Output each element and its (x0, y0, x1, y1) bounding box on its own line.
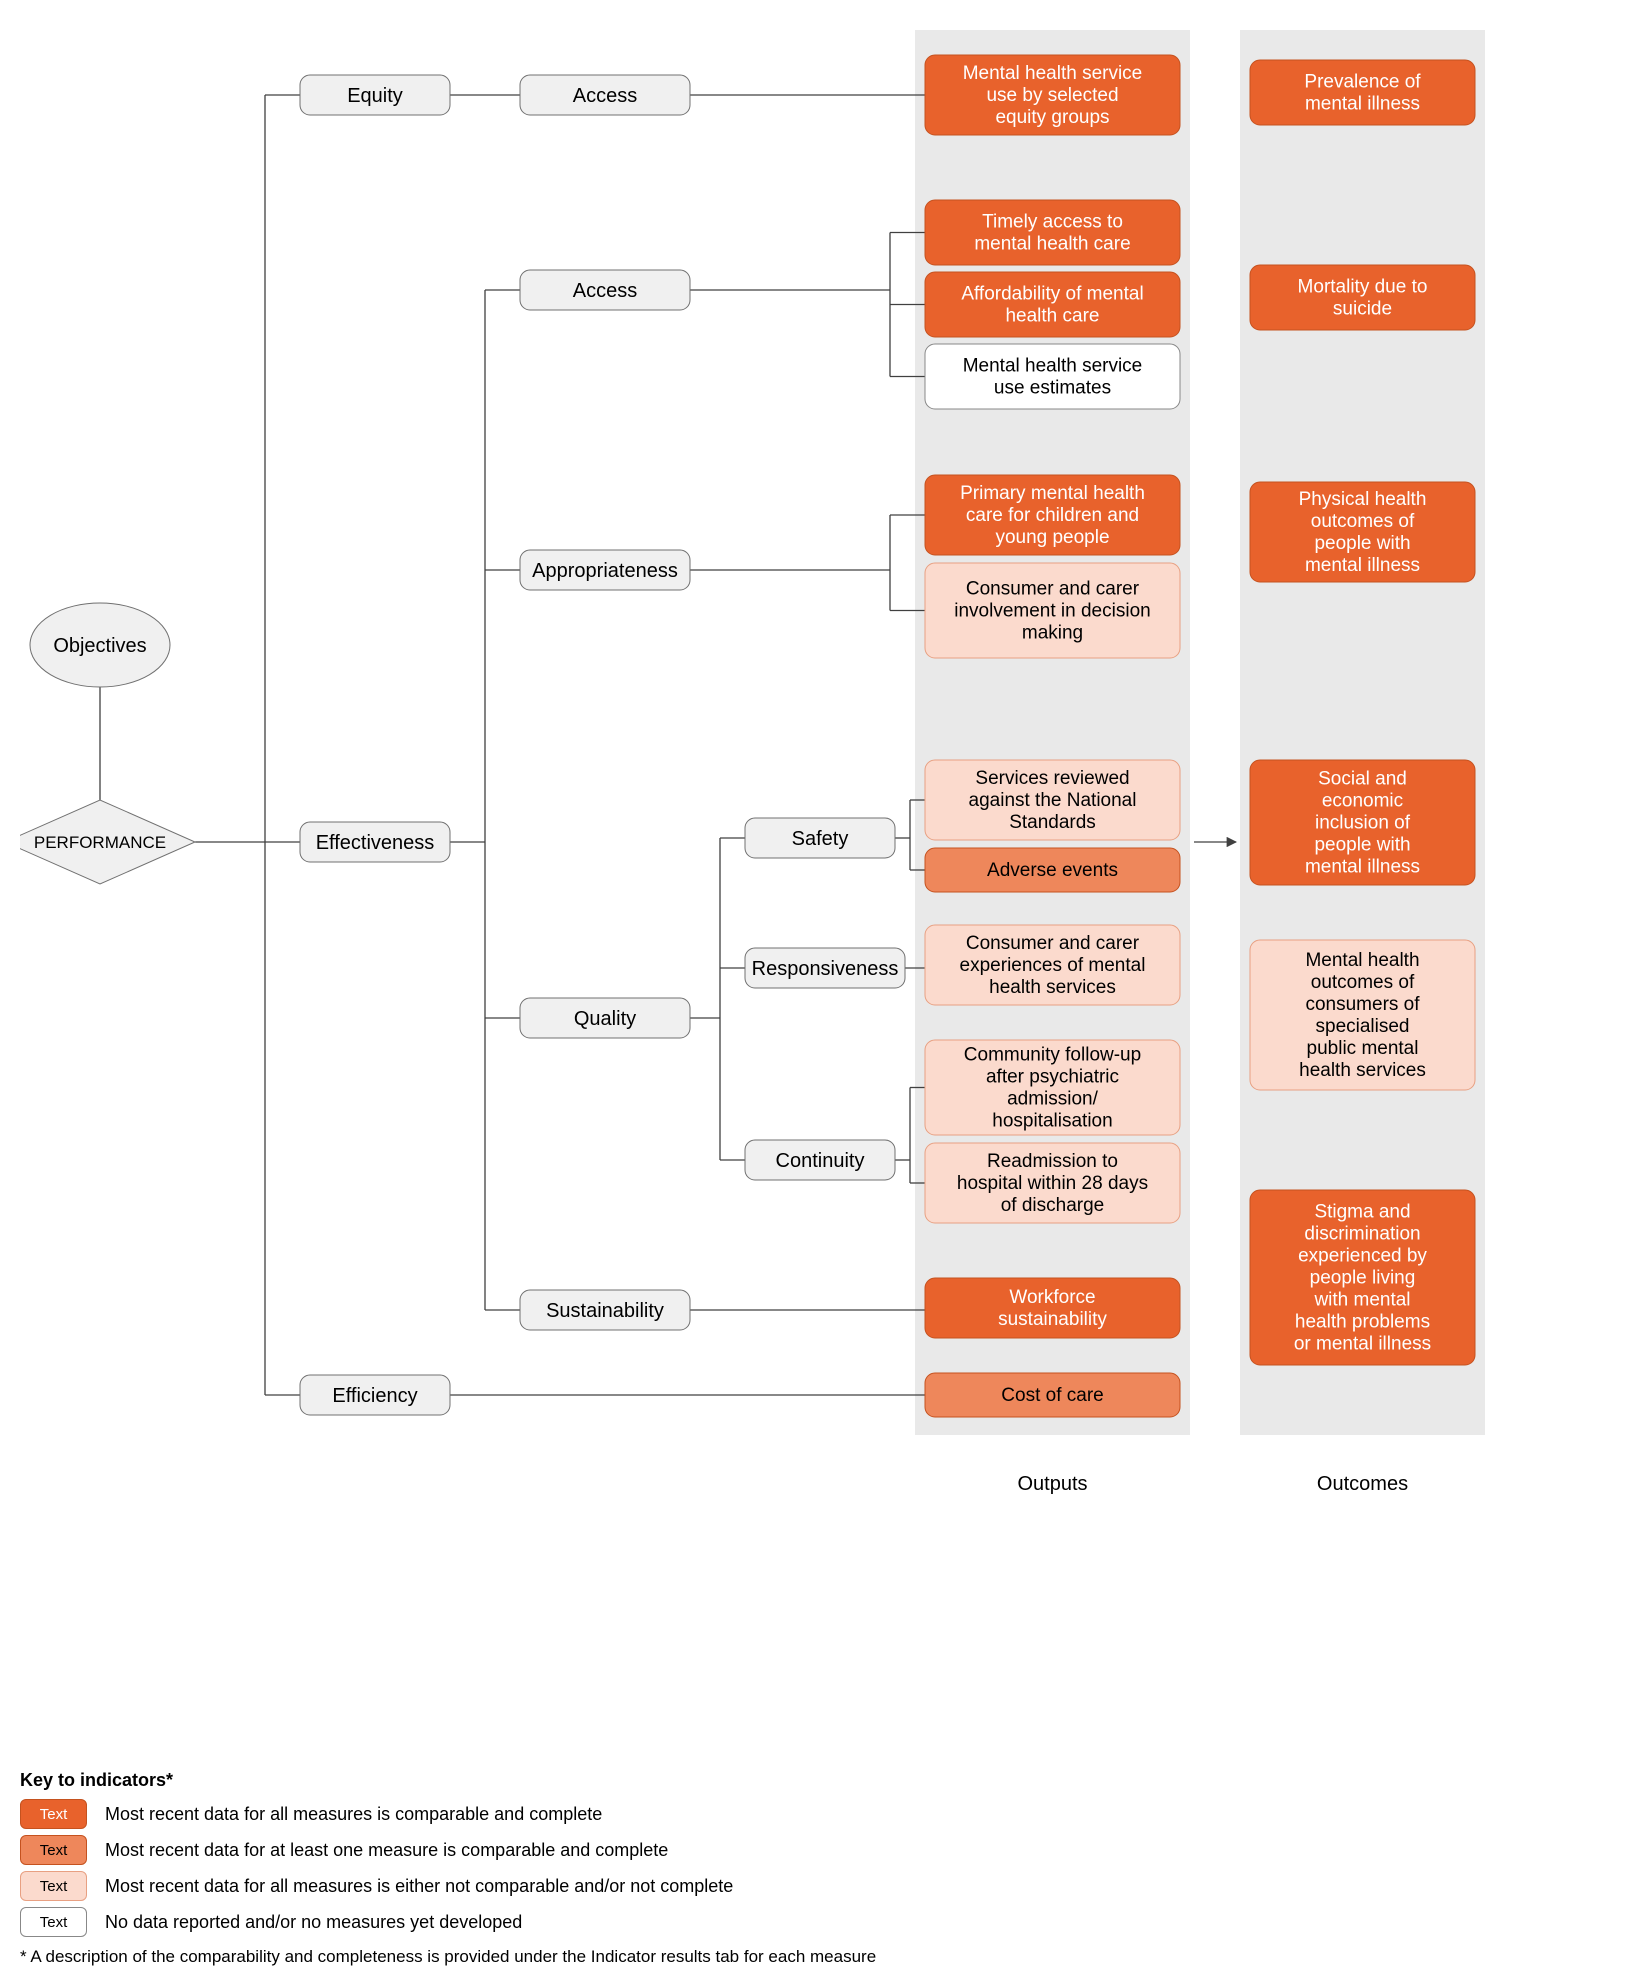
svg-text:Continuity: Continuity (776, 1150, 865, 1172)
effectiveness-node: Effectiveness (300, 822, 450, 862)
svg-text:Adverse events: Adverse events (987, 860, 1118, 881)
legend-row: Text Most recent data for all measures is… (20, 1799, 1616, 1829)
svg-text:Stigma anddiscriminationexperi: Stigma anddiscriminationexperienced bype… (1294, 1202, 1431, 1355)
efficiency-node: Efficiency (300, 1375, 450, 1415)
legend-footnote: * A description of the comparability and… (20, 1947, 1616, 1967)
legend-row: Text Most recent data for all measures is… (20, 1871, 1616, 1901)
outcome-c4: Social andeconomicinclusion ofpeople wit… (1250, 760, 1475, 885)
output-o7: Services reviewedagainst the NationalSta… (925, 760, 1180, 840)
outcome-c3: Physical healthoutcomes ofpeople withmen… (1250, 482, 1475, 582)
output-o8: Adverse events (925, 848, 1180, 892)
svg-text:Access: Access (573, 85, 637, 107)
output-o3: Affordability of mentalhealth care (925, 272, 1180, 337)
legend-swatch: Text (20, 1907, 87, 1937)
eq-access-node: Access (520, 75, 690, 115)
svg-text:Workforcesustainability: Workforcesustainability (998, 1287, 1107, 1330)
svg-text:Access: Access (573, 280, 637, 302)
diagram: Objectives PERFORMANCE Equity Effectiveness… (20, 20, 1616, 1740)
legend-label: Most recent data for all measures is com… (105, 1804, 602, 1825)
svg-text:Quality: Quality (574, 1008, 636, 1030)
eff-approp-node: Appropriateness (520, 550, 690, 590)
output-o1: Mental health serviceuse by selectedequi… (925, 55, 1180, 135)
output-o10: Community follow-upafter psychiatricadmi… (925, 1040, 1180, 1135)
svg-text:Social andeconomicinclusion of: Social andeconomicinclusion ofpeople wit… (1305, 769, 1420, 878)
svg-text:Prevalence ofmental illness: Prevalence ofmental illness (1304, 72, 1421, 115)
svg-text:Effectiveness: Effectiveness (316, 832, 435, 854)
output-o6: Consumer and carerinvolvement in decisio… (925, 563, 1180, 658)
svg-text:Timely access tomental health: Timely access tomental health care (974, 212, 1130, 255)
output-o5: Primary mental healthcare for children a… (925, 475, 1180, 555)
equity-node: Equity (300, 75, 450, 115)
svg-text:Safety: Safety (792, 828, 849, 850)
output-o13: Cost of care (925, 1373, 1180, 1417)
output-o2: Timely access tomental health care (925, 200, 1180, 265)
legend-swatch: Text (20, 1835, 87, 1865)
svg-text:Equity: Equity (347, 85, 403, 107)
svg-text:Appropriateness: Appropriateness (532, 560, 678, 582)
outcome-c6: Stigma anddiscriminationexperienced bype… (1250, 1190, 1475, 1365)
svg-text:Efficiency: Efficiency (332, 1385, 417, 1407)
q-cont-node: Continuity (745, 1140, 895, 1180)
svg-text:Objectives: Objectives (53, 635, 146, 657)
output-o11: Readmission tohospital within 28 daysof … (925, 1143, 1180, 1223)
svg-text:Sustainability: Sustainability (546, 1300, 664, 1322)
eff-sustain-node: Sustainability (520, 1290, 690, 1330)
outcome-c5: Mental healthoutcomes ofconsumers ofspec… (1250, 940, 1475, 1090)
outcome-c1: Prevalence ofmental illness (1250, 60, 1475, 125)
legend-label: No data reported and/or no measures yet … (105, 1912, 522, 1933)
svg-text:PERFORMANCE: PERFORMANCE (34, 833, 166, 852)
legend-label: Most recent data for at least one measur… (105, 1840, 668, 1861)
svg-text:Outcomes: Outcomes (1317, 1473, 1408, 1495)
svg-text:Cost of care: Cost of care (1001, 1385, 1103, 1406)
legend-label: Most recent data for all measures is eit… (105, 1876, 733, 1897)
legend-row: Text Most recent data for at least one me… (20, 1835, 1616, 1865)
svg-text:Responsiveness: Responsiveness (752, 958, 899, 980)
legend-title: Key to indicators* (20, 1770, 1616, 1791)
output-o4: Mental health serviceuse estimates (925, 344, 1180, 409)
svg-text:Outputs: Outputs (1017, 1473, 1087, 1495)
performance-node: PERFORMANCE (20, 800, 195, 884)
objectives-node: Objectives (30, 603, 170, 687)
outcome-c2: Mortality due tosuicide (1250, 265, 1475, 330)
eff-access-node: Access (520, 270, 690, 310)
legend-swatch: Text (20, 1799, 87, 1829)
svg-text:Physical healthoutcomes ofpeop: Physical healthoutcomes ofpeople withmen… (1299, 489, 1427, 576)
legend-swatch: Text (20, 1871, 87, 1901)
q-resp-node: Responsiveness (745, 948, 905, 988)
legend-row: Text No data reported and/or no measures … (20, 1907, 1616, 1937)
output-o9: Consumer and carerexperiences of mentalh… (925, 925, 1180, 1005)
eff-quality-node: Quality (520, 998, 690, 1038)
output-o12: Workforcesustainability (925, 1278, 1180, 1338)
q-safety-node: Safety (745, 818, 895, 858)
legend: Key to indicators* Text Most recent data … (20, 1770, 1616, 1967)
svg-text:Mental healthoutcomes ofconsum: Mental healthoutcomes ofconsumers ofspec… (1299, 950, 1426, 1081)
